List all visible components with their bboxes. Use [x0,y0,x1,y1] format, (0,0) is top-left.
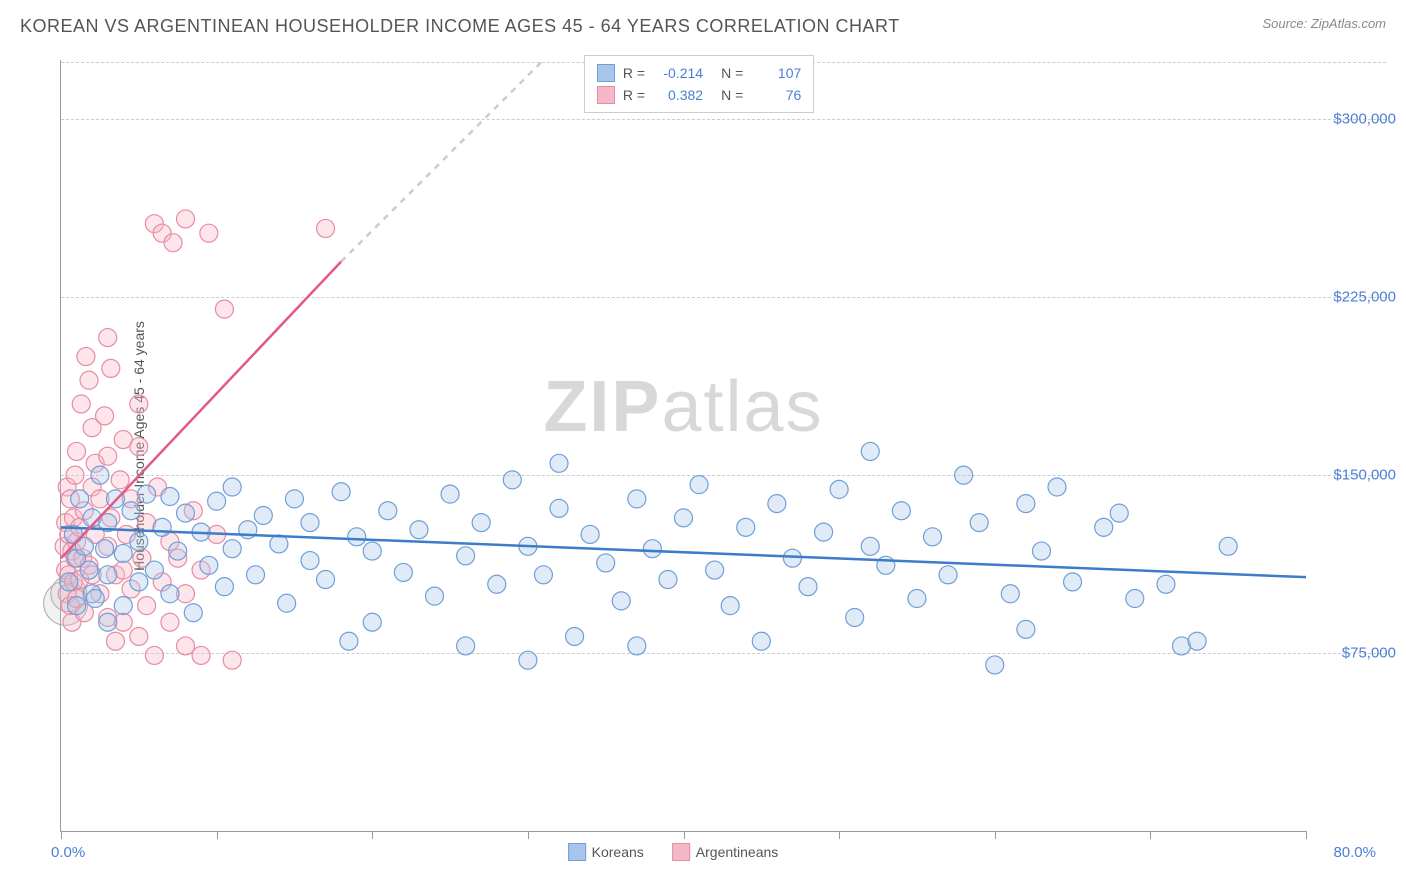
legend-swatch-koreans [568,843,586,861]
stats-r-koreans: -0.214 [653,65,703,81]
x-axis-max-label: 80.0% [1333,844,1376,861]
y-tick-label: $150,000 [1316,467,1396,484]
stats-swatch-koreans [597,64,615,82]
x-axis-min-label: 0.0% [51,844,85,861]
y-tick-label: $75,000 [1316,645,1396,662]
stats-n-argentineans: 76 [751,87,801,103]
legend-item-argentineans: Argentineans [672,843,779,861]
scatter-plot-svg [61,60,1306,831]
y-tick-label: $300,000 [1316,111,1396,128]
x-tick [528,831,529,839]
legend-swatch-argentineans [672,843,690,861]
stats-box: R = -0.214 N = 107 R = 0.382 N = 76 [584,55,814,113]
x-tick [1306,831,1307,839]
stats-swatch-argentineans [597,86,615,104]
legend: Koreans Argentineans [568,843,779,861]
x-tick [61,831,62,839]
legend-item-koreans: Koreans [568,843,644,861]
stats-n-koreans: 107 [751,65,801,81]
x-tick [217,831,218,839]
x-tick [684,831,685,839]
chart-area: ZIPatlas R = -0.214 N = 107 R = 0.382 N … [60,60,1306,832]
y-tick-label: $225,000 [1316,289,1396,306]
x-tick [1150,831,1151,839]
x-tick [839,831,840,839]
chart-source: Source: ZipAtlas.com [1262,16,1386,31]
stats-n-label-2: N = [721,87,743,103]
stats-n-label: N = [721,65,743,81]
chart-title: KOREAN VS ARGENTINEAN HOUSEHOLDER INCOME… [20,16,900,37]
x-tick [995,831,996,839]
legend-label-argentineans: Argentineans [696,844,779,860]
chart-header: KOREAN VS ARGENTINEAN HOUSEHOLDER INCOME… [0,0,1406,45]
stats-r-label-2: R = [623,87,645,103]
stats-row-koreans: R = -0.214 N = 107 [597,62,801,84]
stats-r-label: R = [623,65,645,81]
legend-label-koreans: Koreans [592,844,644,860]
x-tick [372,831,373,839]
stats-r-argentineans: 0.382 [653,87,703,103]
stats-row-argentineans: R = 0.382 N = 76 [597,84,801,106]
